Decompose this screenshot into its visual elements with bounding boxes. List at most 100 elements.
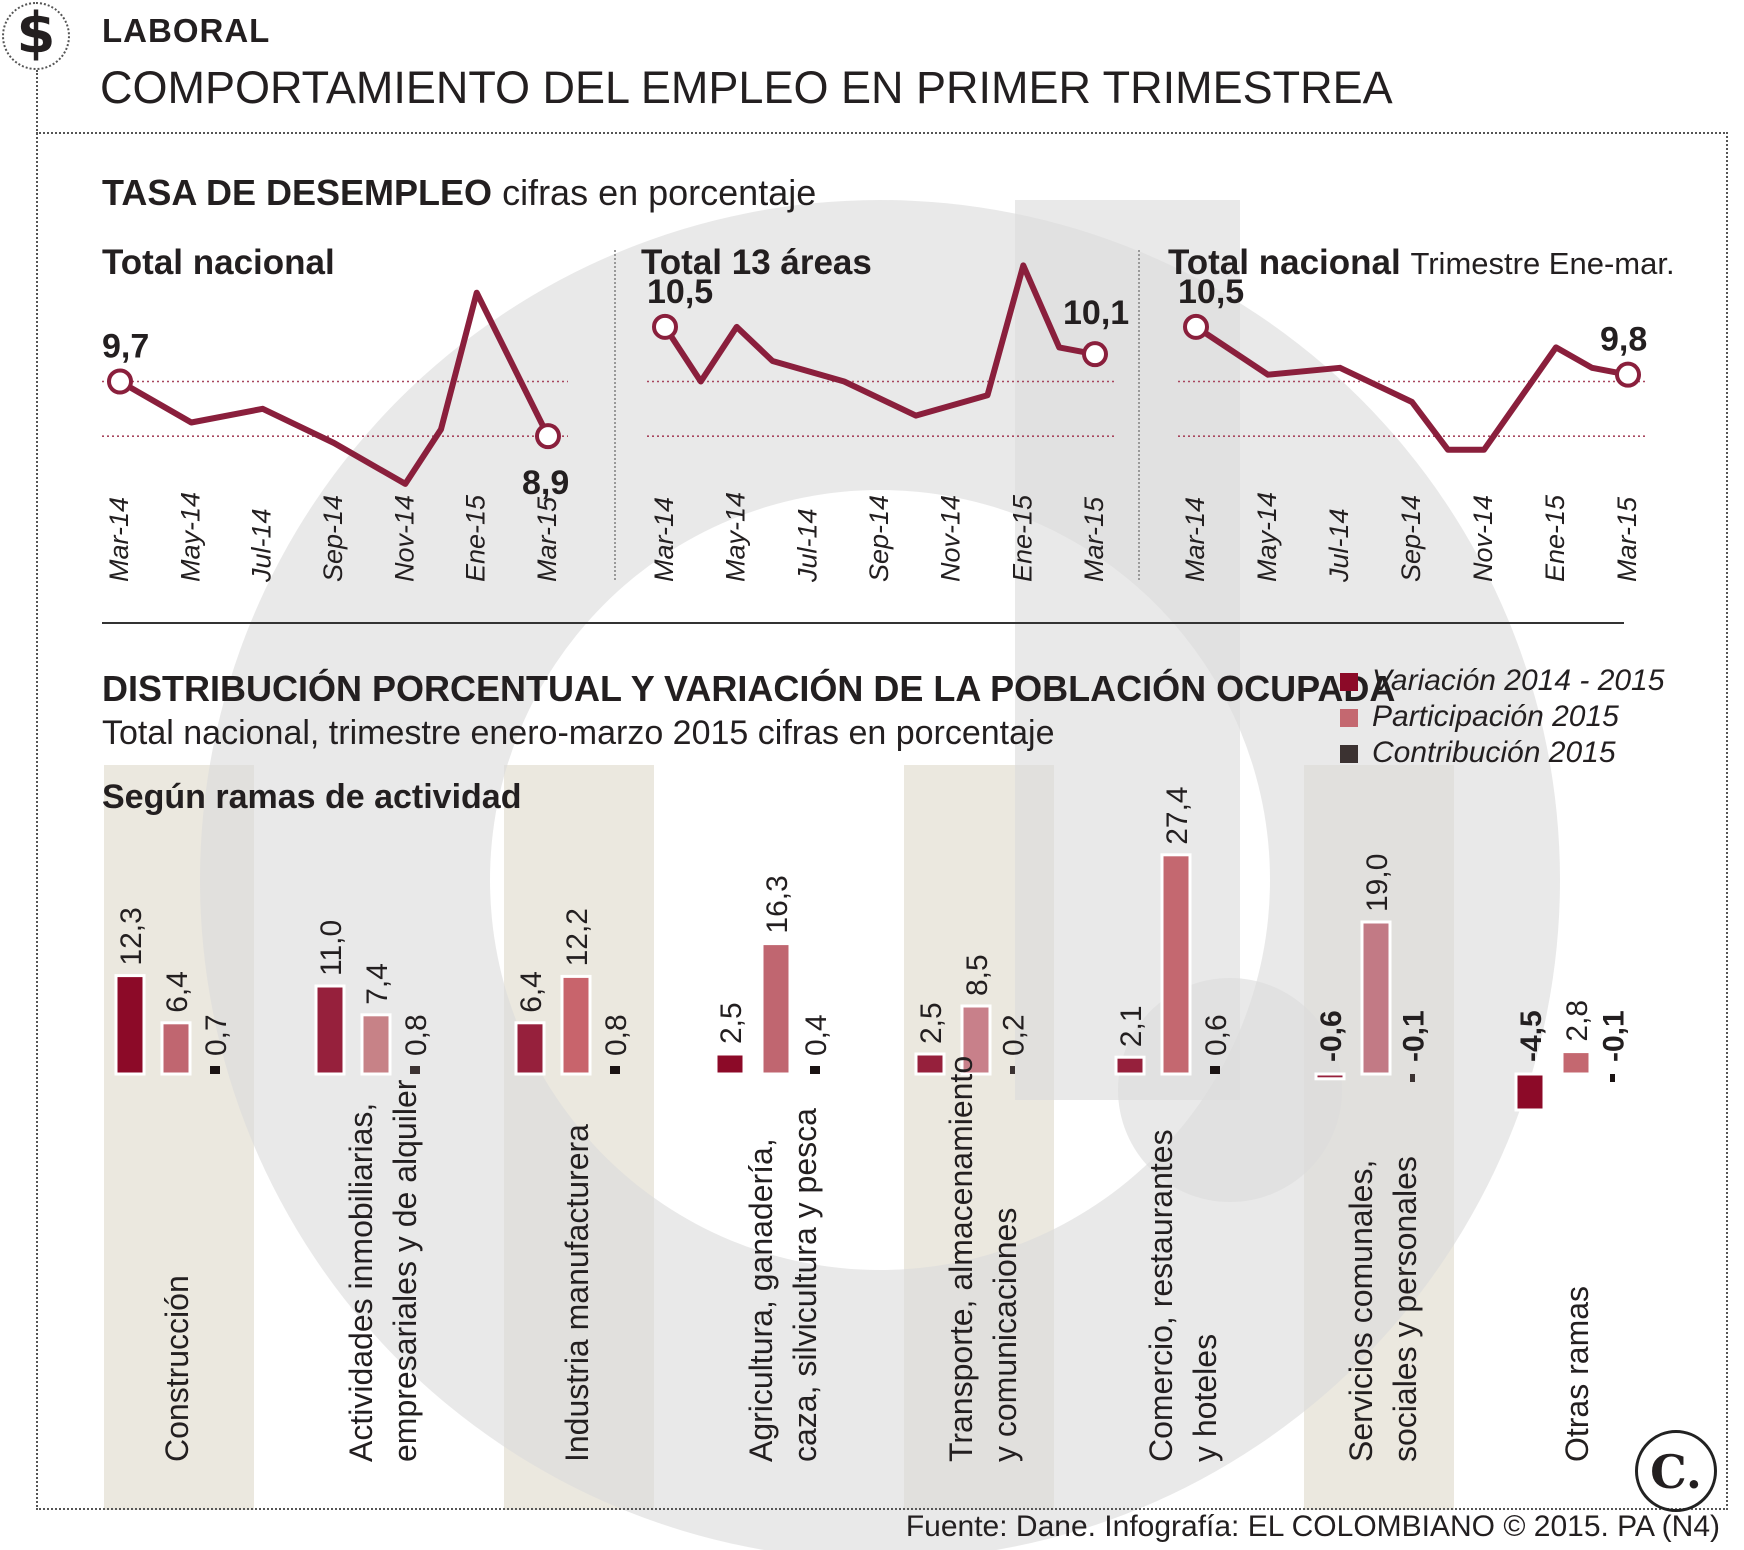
bar-contribution [1610,1074,1615,1082]
x-tick-label: May-14 [1252,492,1282,582]
bar-value-label: 2,1 [1115,1005,1148,1047]
last-value-label: 10,1 [1063,294,1129,332]
x-tick-label: Ene-15 [1007,494,1037,582]
unemployment-title: TASA DE DESEMPLEO cifras en porcentaje [102,172,816,214]
bar-value-label: 12,2 [561,908,594,966]
line-chart-panel-3: 10,5 9,8 Mar-14 May-14 Jul-14 Sep-14 Nov-14 Ene… [1178,273,1648,583]
bar-contribution [810,1066,820,1074]
bar-value-label: -0,1 [1398,1010,1431,1062]
x-tick-label: Jul-14 [247,508,277,583]
distribution-subtitle: Total nacional, trimestre enero-marzo 20… [102,714,1055,752]
category-label: Construcción [159,1275,195,1462]
bar-value-label: 2,5 [915,1002,948,1044]
kicker: LABORAL [102,12,271,49]
bar-value-label: -0,1 [1598,1010,1631,1062]
bar-group-7: -0,6 19,0 -0,1 Servicios comunales, sociales… [1314,854,1431,1462]
bar-group-6: 2,1 27,4 0,6 Comercio, restaurantes y hotele… [1114,786,1233,1462]
x-tick-label: Nov-14 [936,495,966,582]
first-value-label: 9,7 [102,328,149,366]
bar-variation [114,974,146,1076]
bar-value-label: 0,6 [1200,1014,1233,1056]
frame-left-edge [36,70,38,1510]
x-tick-label: Jul-14 [1324,508,1354,583]
first-value-label: 10,5 [1178,273,1244,311]
source-credit: Fuente: Dane. Infografía: EL COLOMBIANO … [905,1510,1720,1543]
x-tick-label: May-14 [175,492,205,582]
bar-value-label: 0,7 [200,1014,233,1056]
bar-value-label: -4,5 [1515,1010,1548,1062]
bar-value-label: 27,4 [1161,786,1194,844]
section-divider [102,622,1624,624]
x-tick-label: Ene-15 [1540,494,1570,582]
bar-value-label: 7,4 [361,963,394,1005]
panel-3-title-text: Total nacional [1168,243,1401,282]
bar-participation [1360,920,1392,1076]
x-tick-label: Sep-14 [864,495,894,582]
bar-variation [514,1021,546,1076]
legend-contribution-label: Contribución 2015 [1372,736,1616,769]
first-value-label: 10,5 [647,273,713,311]
bar-group-4: 2,5 16,3 0,4 Agricultura, ganadería, caza, s… [714,875,833,1462]
bar-value-label: -0,6 [1315,1010,1348,1062]
legend-participation: Participación 2015 [1340,700,1619,734]
x-tick-label: Ene-15 [461,494,491,582]
last-value-label: 9,8 [1600,321,1647,359]
legend-contribution: Contribución 2015 [1340,736,1616,770]
bar-contribution [1010,1066,1015,1074]
bar-value-label: 0,2 [998,1014,1031,1056]
x-tick-label: Jul-14 [792,508,822,583]
bar-value-label: 12,3 [115,907,148,965]
category-label: Comercio, restaurantes [1143,1129,1179,1462]
panel-1-title: Total nacional [102,243,335,282]
bar-variation [914,1052,946,1076]
last-point-marker [1615,361,1641,388]
bar-value-label: 0,8 [400,1014,433,1056]
bar-variation [714,1052,746,1076]
panel-divider-2 [1138,250,1140,580]
line-chart-panel-2: 10,5 10,1 Mar-14 May-14 Jul-14 Sep-14 Nov-14 En… [647,262,1129,583]
category-label: y comunicaciones [987,1208,1023,1462]
bar-contribution [1210,1066,1220,1074]
x-tick-label: Mar-15 [1079,496,1109,582]
activity-label: Según ramas de actividad [102,778,522,816]
x-tick-label: May-14 [721,492,751,582]
bar-value-label: 6,4 [161,971,194,1013]
x-tick-label: Mar-15 [1612,496,1642,582]
bar-participation [360,1013,392,1076]
bar-contribution [210,1066,220,1074]
bar-variation [1114,1055,1146,1076]
panel-3-subtitle: Trimestre Ene-mar. [1410,246,1675,281]
bar-value-label: 2,5 [715,1002,748,1044]
category-label: caza, silvicultura y pesca [787,1108,823,1462]
legend-participation-label: Participación 2015 [1372,700,1619,733]
unemployment-subtitle: cifras en porcentaje [502,172,817,213]
bar-value-label: 2,8 [1561,1000,1594,1042]
legend-swatch-participation [1340,709,1358,728]
first-point-marker [1183,313,1209,340]
bar-value-label: 0,8 [600,1014,633,1056]
bar-contribution [410,1066,420,1074]
content-frame [36,132,1728,1510]
bar-participation [560,974,592,1076]
category-label: Industria manufacturera [559,1124,595,1462]
bar-value-label: 16,3 [761,875,794,933]
series-line [662,262,1098,419]
bar-participation [760,942,792,1076]
bar-contribution [610,1066,620,1074]
last-point-marker [1082,341,1108,368]
x-tick-label: Mar-14 [1180,497,1210,582]
unemployment-line-charts: 9,7 8,9 Mar-14 May-14 Jul-14 Sep-14 Nov-14 Ene-… [102,262,1648,583]
category-label: empresariales y de alquiler [387,1079,423,1462]
bar-variation [314,984,346,1076]
category-label: Servicios comunales, [1343,1160,1379,1462]
bar-contribution [1410,1074,1415,1082]
bar-participation [1560,1050,1592,1076]
line-chart-panel-1: 9,7 8,9 Mar-14 May-14 Jul-14 Sep-14 Nov-14 Ene-… [102,289,569,583]
legend-variation: Variación 2014 - 2015 [1340,664,1664,698]
category-label: Transporte, almacenamiento [943,1056,979,1462]
panel-divider-1 [614,250,616,580]
publisher-logo: C. [1635,1430,1717,1512]
bar-participation [160,1021,192,1076]
